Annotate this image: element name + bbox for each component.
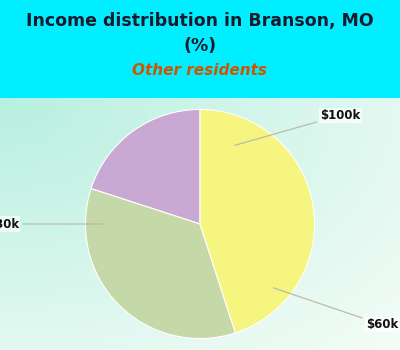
Text: $60k: $60k <box>274 288 398 331</box>
Wedge shape <box>91 110 200 224</box>
Text: Other residents: Other residents <box>132 63 268 78</box>
Text: $100k: $100k <box>235 109 360 145</box>
Wedge shape <box>200 110 314 333</box>
Text: $30k: $30k <box>0 217 103 231</box>
Text: Income distribution in Branson, MO: Income distribution in Branson, MO <box>26 12 374 30</box>
Text: (%): (%) <box>184 37 216 55</box>
Wedge shape <box>86 189 235 338</box>
